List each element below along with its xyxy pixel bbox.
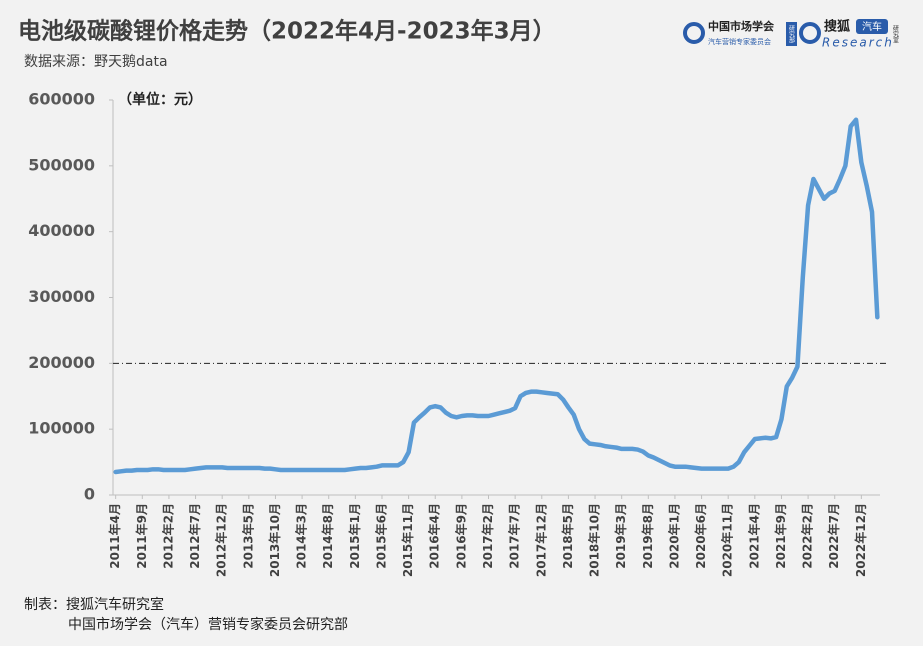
line-series	[113, 117, 880, 475]
subtitle: 数据来源：野天鹅data	[24, 53, 168, 70]
logo-box	[786, 22, 797, 46]
y-tick-label: 0	[84, 485, 95, 504]
x-tick-label: 2016年9月	[453, 503, 468, 569]
x-tick-label: 2022年7月	[826, 503, 841, 569]
footer: 制表：搜狐汽车研究室	[24, 596, 164, 613]
y-tick-label: 600000	[28, 90, 95, 109]
x-tick-label: 2022年2月	[800, 503, 815, 569]
x-tick-label: 2015年11月	[400, 503, 415, 577]
x-tick-label: 2022年12月	[853, 503, 868, 577]
x-tick-label: 2019年3月	[613, 503, 628, 569]
x-tick-label: 2016年4月	[427, 503, 442, 569]
y-tick-label: 500000	[28, 155, 95, 174]
x-tick-label: 2021年9月	[773, 503, 788, 569]
logo-text: 汽车营销专家委员会	[708, 37, 771, 46]
y-tick-label: 200000	[28, 353, 95, 372]
logo-text: 中国市场学会	[708, 19, 775, 33]
x-tick-label: 2011年9月	[134, 503, 149, 569]
chart-title: 电池级碳酸锂价格走势（2022年4月-2023年3月）	[18, 18, 556, 45]
logo-text: 搜狐	[824, 19, 850, 35]
x-tick-label: 2018年5月	[560, 503, 575, 569]
x-tick-label: 2012年2月	[160, 503, 175, 569]
footer: 中国市场学会（汽车）营销专家委员会研究部	[68, 616, 348, 633]
x-tick-label: 2015年1月	[347, 503, 362, 569]
x-tick-label: 2020年6月	[693, 503, 708, 569]
x-tick-label: 2012年12月	[214, 503, 229, 577]
y-tick-label: 300000	[28, 287, 95, 306]
logo-text: 研究部	[788, 25, 795, 44]
unit-label: （单位：元）	[118, 91, 202, 108]
x-tick-label: 2014年3月	[294, 503, 309, 569]
logo-icon	[799, 22, 821, 44]
logo-text: 研究室	[892, 25, 899, 43]
y-tick-label: 100000	[28, 419, 95, 438]
x-tick-label: 2015年6月	[373, 503, 388, 569]
x-tick-label: 2021年4月	[746, 503, 761, 569]
x-tick-label: 2013年5月	[240, 503, 255, 569]
x-tick-label: 2012年7月	[187, 503, 202, 569]
x-tick-label: 2017年2月	[480, 503, 495, 569]
x-tick-label: 2020年11月	[720, 503, 735, 577]
logo-box	[856, 19, 888, 34]
x-tick-label: 2019年8月	[640, 503, 655, 569]
x-tick-label: 2011年4月	[107, 503, 122, 569]
x-tick-label: 2017年12月	[533, 503, 548, 577]
x-tick-label: 2017年7月	[507, 503, 522, 569]
x-tick-label: 2014年8月	[320, 503, 335, 569]
logo-icon	[683, 22, 705, 44]
logo-text: Research	[822, 36, 894, 50]
x-tick-label: 2018年10月	[587, 503, 602, 577]
logo-text: 汽车	[862, 20, 882, 33]
logo: 中国市场学会 汽车营销专家委员会 研究部 搜狐 汽车 Research 研究室	[683, 19, 899, 50]
x-tick-label: 2013年10月	[267, 503, 282, 577]
y-tick-label: 400000	[28, 221, 95, 240]
x-tick-label: 2020年1月	[666, 503, 681, 569]
